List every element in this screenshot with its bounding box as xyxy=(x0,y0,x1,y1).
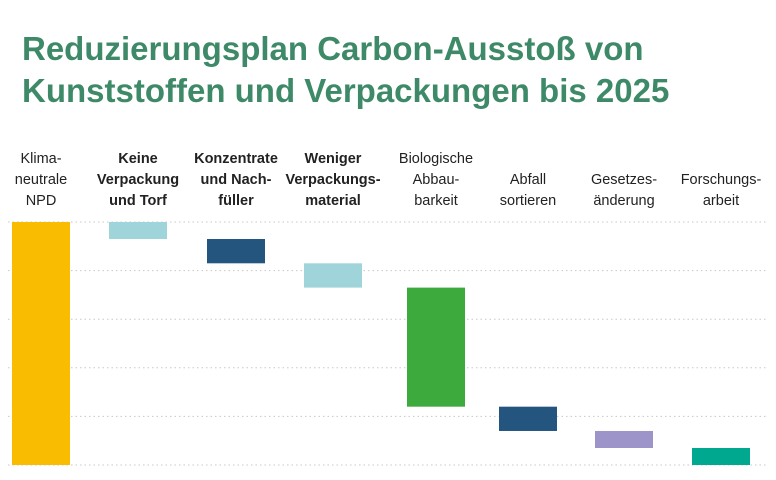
category-label-3-line-1: Verpackungs- xyxy=(285,172,380,188)
category-label-1-line-1: Verpackung xyxy=(97,172,179,188)
bar-2 xyxy=(207,239,265,264)
bar-1 xyxy=(109,222,167,240)
bar-6 xyxy=(595,430,653,448)
category-label-2-line-1: und Nach- xyxy=(201,172,272,188)
category-label-7-line-1: arbeit xyxy=(703,193,739,209)
category-label-0-line-1: neutrale xyxy=(15,172,67,188)
category-label-4-line-1: Abbau- xyxy=(413,172,460,188)
category-label-2-line-2: füller xyxy=(218,193,254,209)
bar-0 xyxy=(12,222,70,465)
chart-title-line-1: Reduzierungsplan Carbon-Ausstoß von xyxy=(22,30,644,67)
category-label-3-line-2: material xyxy=(305,193,361,209)
category-label-5-line-1: sortieren xyxy=(500,193,556,209)
category-label-2-line-0: Konzentrate xyxy=(194,151,278,167)
bar-7 xyxy=(692,447,750,465)
category-label-5-line-0: Abfall xyxy=(510,172,546,188)
category-label-1-line-2: und Torf xyxy=(109,193,167,209)
category-label-0-line-0: Klima- xyxy=(20,151,61,167)
bar-5 xyxy=(499,406,557,431)
bar-4 xyxy=(407,287,465,407)
category-label-6-line-0: Gesetzes- xyxy=(591,172,657,188)
chart-title: Reduzierungsplan Carbon-Ausstoß von Kuns… xyxy=(22,28,762,112)
category-label-4-line-0: Biologische xyxy=(399,151,473,167)
category-label-0-line-2: NPD xyxy=(26,193,57,209)
category-label-1-line-0: Keine xyxy=(118,151,158,167)
category-label-6-line-1: änderung xyxy=(593,193,654,209)
chart-title-line-2: Kunststoffen und Verpackungen bis 2025 xyxy=(22,72,670,109)
bar-3 xyxy=(304,263,362,288)
category-label-3-line-0: Weniger xyxy=(305,151,362,167)
category-label-7-line-0: Forschungs- xyxy=(681,172,762,188)
category-label-4-line-2: barkeit xyxy=(414,193,458,209)
